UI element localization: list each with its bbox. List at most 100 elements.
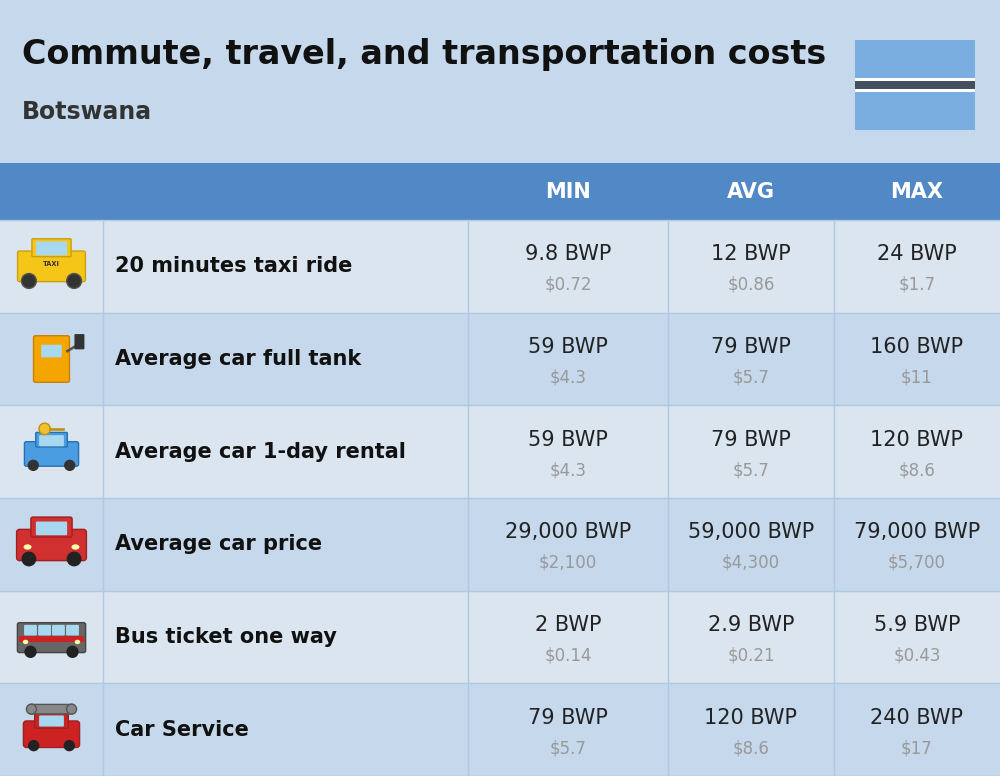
Text: 160 BWP: 160 BWP [870, 337, 964, 357]
FancyBboxPatch shape [32, 239, 71, 257]
FancyBboxPatch shape [17, 622, 86, 653]
Circle shape [26, 704, 36, 714]
Text: $0.86: $0.86 [727, 275, 775, 294]
FancyBboxPatch shape [0, 163, 1000, 220]
Ellipse shape [23, 639, 28, 644]
Circle shape [64, 740, 75, 751]
Text: $4,300: $4,300 [722, 554, 780, 572]
FancyBboxPatch shape [36, 521, 67, 535]
Text: 120 BWP: 120 BWP [870, 430, 964, 449]
Ellipse shape [75, 639, 80, 644]
FancyBboxPatch shape [24, 625, 37, 636]
Text: 2 BWP: 2 BWP [535, 615, 601, 635]
FancyBboxPatch shape [39, 435, 64, 446]
Text: $8.6: $8.6 [733, 740, 769, 757]
Text: 59 BWP: 59 BWP [528, 337, 608, 357]
Circle shape [21, 273, 36, 289]
Text: 12 BWP: 12 BWP [711, 244, 791, 265]
Text: Botswana: Botswana [22, 100, 152, 124]
Circle shape [39, 423, 50, 435]
FancyBboxPatch shape [19, 636, 84, 642]
Text: $4.3: $4.3 [550, 369, 586, 386]
Text: AVG: AVG [727, 182, 775, 202]
Ellipse shape [24, 544, 32, 549]
Text: $5,700: $5,700 [888, 554, 946, 572]
FancyBboxPatch shape [855, 78, 975, 81]
FancyBboxPatch shape [36, 432, 67, 447]
Text: $0.14: $0.14 [544, 646, 592, 664]
Text: 20 minutes taxi ride: 20 minutes taxi ride [115, 256, 352, 276]
FancyBboxPatch shape [31, 517, 72, 537]
Circle shape [66, 646, 79, 658]
Text: 59 BWP: 59 BWP [528, 430, 608, 449]
Circle shape [64, 459, 75, 471]
FancyBboxPatch shape [0, 155, 1000, 163]
Text: $4.3: $4.3 [550, 461, 586, 480]
Text: $5.7: $5.7 [733, 369, 769, 386]
Text: Average car price: Average car price [115, 535, 322, 554]
FancyBboxPatch shape [855, 40, 975, 78]
FancyBboxPatch shape [34, 336, 69, 383]
FancyBboxPatch shape [24, 442, 79, 466]
FancyBboxPatch shape [18, 251, 85, 282]
Text: Commute, travel, and transportation costs: Commute, travel, and transportation cost… [22, 38, 826, 71]
FancyBboxPatch shape [36, 241, 67, 255]
Ellipse shape [71, 544, 79, 549]
Text: 120 BWP: 120 BWP [704, 708, 798, 728]
FancyBboxPatch shape [35, 712, 68, 728]
Text: 5.9 BWP: 5.9 BWP [874, 615, 960, 635]
FancyBboxPatch shape [74, 334, 84, 349]
Text: $5.7: $5.7 [733, 461, 769, 480]
Text: Average car full tank: Average car full tank [115, 349, 361, 369]
FancyBboxPatch shape [0, 405, 1000, 498]
FancyBboxPatch shape [38, 625, 51, 636]
Text: 240 BWP: 240 BWP [870, 708, 964, 728]
FancyBboxPatch shape [855, 81, 975, 88]
Text: Car Service: Car Service [115, 719, 249, 740]
Text: MAX: MAX [891, 182, 944, 202]
Text: Average car 1-day rental: Average car 1-day rental [115, 442, 406, 462]
Circle shape [67, 273, 82, 289]
FancyBboxPatch shape [0, 684, 1000, 776]
FancyBboxPatch shape [0, 591, 1000, 684]
FancyBboxPatch shape [52, 625, 65, 636]
Text: 29,000 BWP: 29,000 BWP [505, 522, 631, 542]
Circle shape [24, 646, 37, 658]
FancyBboxPatch shape [855, 92, 975, 130]
Text: 24 BWP: 24 BWP [877, 244, 957, 265]
Text: $5.7: $5.7 [550, 740, 586, 757]
Text: $0.43: $0.43 [893, 646, 941, 664]
Text: TAXI: TAXI [43, 261, 60, 267]
Text: 59,000 BWP: 59,000 BWP [688, 522, 814, 542]
Text: 79,000 BWP: 79,000 BWP [854, 522, 980, 542]
Text: $0.72: $0.72 [544, 275, 592, 294]
Text: 79 BWP: 79 BWP [711, 430, 791, 449]
FancyBboxPatch shape [41, 345, 62, 357]
Circle shape [28, 740, 39, 751]
Text: $0.21: $0.21 [727, 646, 775, 664]
Circle shape [21, 552, 36, 566]
FancyBboxPatch shape [39, 715, 64, 726]
Text: $8.6: $8.6 [899, 461, 935, 480]
Text: 9.8 BWP: 9.8 BWP [525, 244, 611, 265]
Text: $2,100: $2,100 [539, 554, 597, 572]
FancyBboxPatch shape [0, 220, 1000, 313]
Text: $1.7: $1.7 [898, 275, 936, 294]
FancyBboxPatch shape [855, 88, 975, 92]
Text: 79 BWP: 79 BWP [711, 337, 791, 357]
Text: $17: $17 [901, 740, 933, 757]
FancyBboxPatch shape [66, 625, 79, 636]
FancyBboxPatch shape [29, 705, 74, 714]
FancyBboxPatch shape [0, 313, 1000, 405]
FancyBboxPatch shape [23, 721, 80, 747]
Circle shape [67, 704, 77, 714]
Circle shape [67, 552, 82, 566]
Text: 79 BWP: 79 BWP [528, 708, 608, 728]
Circle shape [28, 459, 39, 471]
FancyBboxPatch shape [17, 529, 86, 560]
Text: Bus ticket one way: Bus ticket one way [115, 627, 337, 647]
Text: MIN: MIN [545, 182, 591, 202]
Text: $11: $11 [901, 369, 933, 386]
Text: 2.9 BWP: 2.9 BWP [708, 615, 794, 635]
FancyBboxPatch shape [0, 498, 1000, 591]
